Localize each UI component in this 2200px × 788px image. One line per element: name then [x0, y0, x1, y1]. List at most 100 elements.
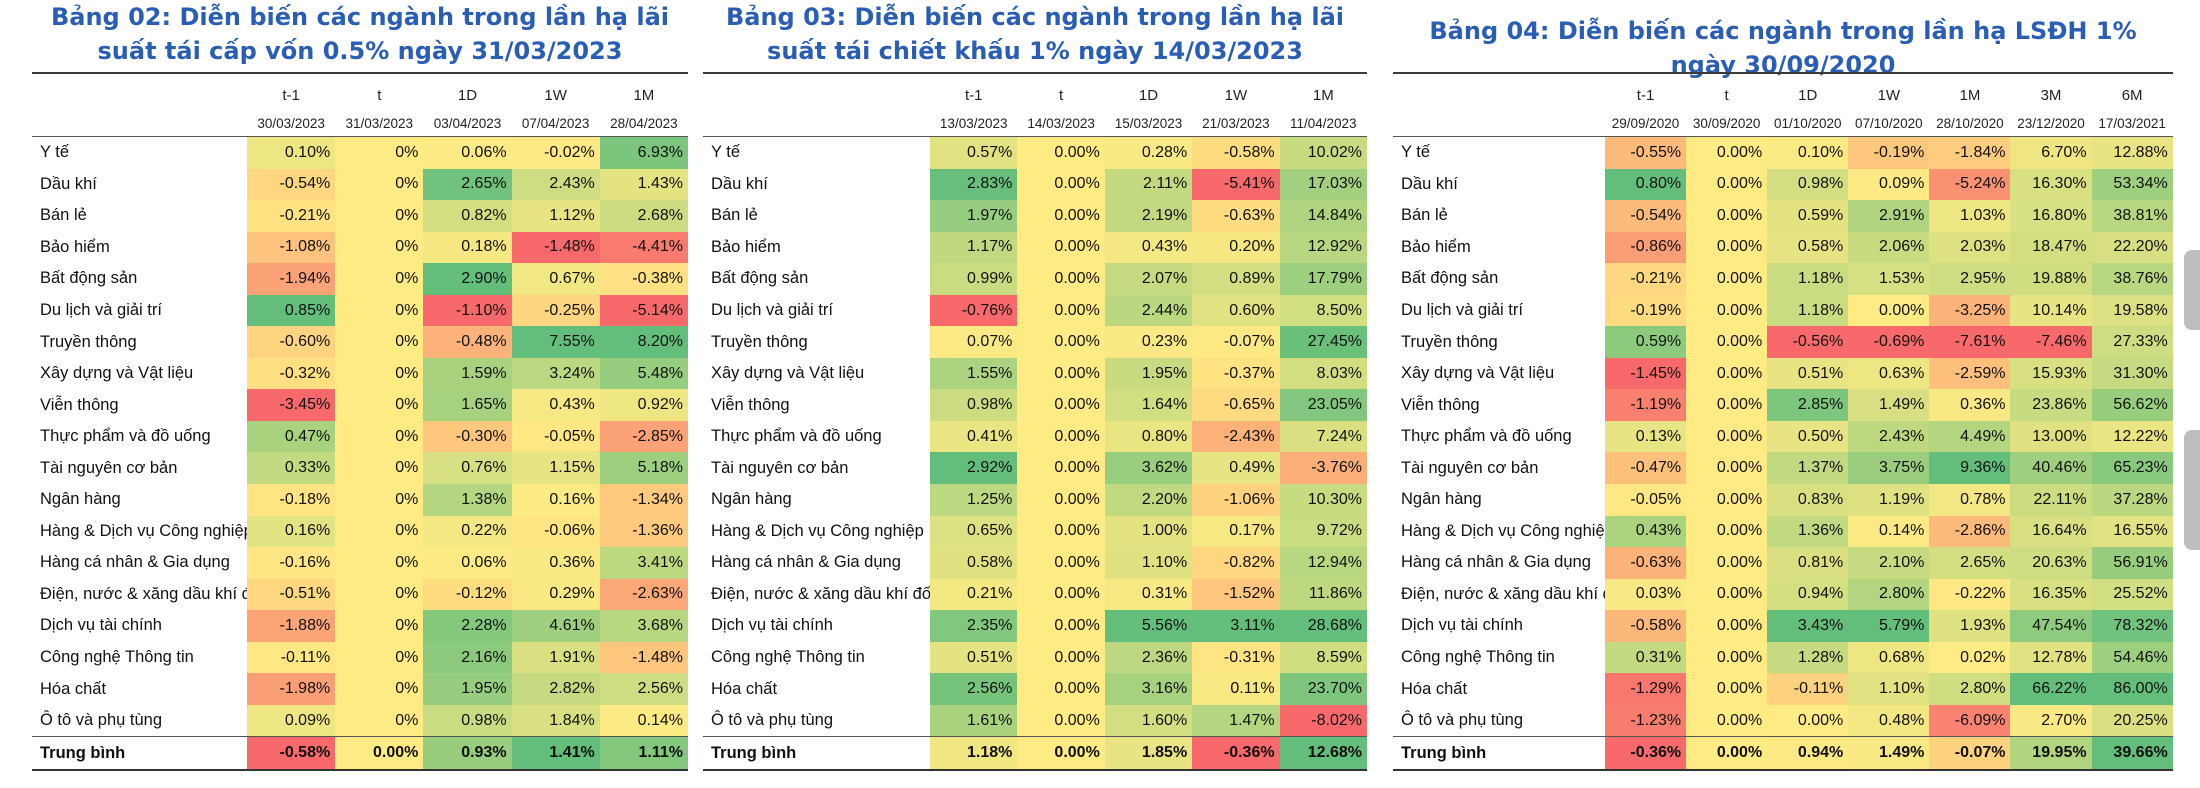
return-cell: -1.23% [1605, 704, 1687, 737]
table-row: Ngân hàng 1.25% 0.00% 2.20% -1.06% 10.30% [703, 484, 1367, 516]
return-cell: 0.00% [1686, 610, 1768, 642]
return-cell: 0.50% [1767, 420, 1849, 453]
return-cell: -0.56% [1767, 326, 1849, 358]
period-header: 1M [1959, 86, 1981, 104]
industry-label: Bảo hiểm [711, 237, 781, 256]
return-cell: 0% [335, 704, 424, 737]
return-cell: -0.12% [423, 578, 512, 611]
average-cell: 39.66% [2091, 736, 2173, 772]
average-cell: 1.11% [599, 736, 688, 772]
return-cell: 0% [335, 515, 424, 548]
return-cell: 1.95% [423, 673, 512, 705]
industry-label: Viễn thông [1401, 395, 1480, 414]
industry-performance-table: t-1 t 1D 1W 1M 13/03/2023 14/03/2023 15/03/2023… [703, 80, 1367, 772]
industry-label: Du lịch và giải trí [711, 301, 833, 319]
return-cell: 1.61% [930, 704, 1018, 737]
return-cell: 2.28% [423, 610, 512, 642]
industry-label: Ô tô và phụ tùng [711, 711, 834, 730]
average-cell: 0.00% [335, 736, 424, 772]
return-cell: 0.82% [423, 200, 512, 232]
return-cell: -0.54% [1605, 200, 1687, 232]
table-row: Hàng & Dịch vụ Công nghiệp 0.16% 0% 0.22% -0… [32, 515, 688, 548]
industry-label: Bán lẻ [711, 206, 758, 225]
date-header: 11/04/2023 [1279, 110, 1367, 137]
return-cell: 19.58% [2091, 294, 2173, 327]
return-cell: 0% [335, 610, 424, 642]
average-cell: 0.00% [1686, 736, 1768, 772]
table-row: Hàng cá nhân & Gia dụng -0.63% 0.00% 0.81% 2… [1393, 547, 2173, 579]
return-cell: 1.03% [1929, 200, 2011, 232]
return-cell: 0% [335, 294, 424, 327]
return-cell: 66.22% [2010, 673, 2092, 705]
return-cell: 0.31% [1104, 578, 1193, 611]
table-row: Ngân hàng -0.05% 0.00% 0.83% 1.19% 0.78% 22.11… [1393, 484, 2173, 516]
average-cell: -0.36% [1192, 736, 1280, 772]
return-cell: 0.06% [423, 136, 512, 169]
industry-label: Tài nguyên cơ bản [1401, 458, 1539, 477]
table-row: Công nghệ Thông tin 0.31% 0.00% 1.28% 0.68% 0… [1393, 641, 2173, 674]
return-cell: 10.14% [2010, 294, 2092, 327]
return-cell: -5.24% [1929, 168, 2011, 201]
date-header: 07/10/2020 [1848, 110, 1930, 137]
return-cell: 4.49% [1929, 420, 2011, 453]
return-cell: -2.59% [1929, 357, 2011, 390]
return-cell: 0.51% [1767, 357, 1849, 390]
return-cell: 2.56% [599, 673, 688, 705]
return-cell: 0.49% [1192, 452, 1280, 485]
return-cell: 0.43% [1104, 231, 1193, 264]
average-cell: 1.49% [1848, 736, 1930, 772]
return-cell: 0% [335, 484, 424, 516]
return-cell: 3.62% [1104, 452, 1193, 485]
return-cell: -1.29% [1605, 673, 1687, 705]
return-cell: 0.00% [1686, 673, 1768, 705]
header-corner [1393, 80, 1605, 110]
return-cell: -5.14% [599, 294, 688, 327]
date-header: 31/03/2023 [335, 110, 424, 137]
industry-label: Du lịch và giải trí [40, 301, 162, 319]
return-cell: 2.36% [1104, 641, 1193, 674]
period-header: t-1 [964, 86, 983, 104]
return-cell: 0.16% [247, 515, 336, 548]
return-cell: -0.82% [1192, 547, 1280, 579]
return-cell: -0.05% [1605, 484, 1687, 516]
return-cell: 13.00% [2010, 420, 2092, 453]
table-row: Y tế -0.55% 0.00% 0.10% -0.19% -1.84% 6.70% 12.… [1393, 136, 2173, 169]
return-cell: 1.84% [511, 704, 600, 737]
return-cell: 0.00% [1686, 578, 1768, 611]
return-cell: 2.35% [930, 610, 1018, 642]
industry-performance-table: t-1 t 1D 1W 1M 3M 6M 29/09/2020 30/09/2020 01/10/… [1393, 80, 2173, 772]
average-row: Trung bình -0.58% 0.00% 0.93% 1.41% 1.11% [32, 736, 688, 772]
return-cell: 31.30% [2091, 357, 2173, 390]
return-cell: 6.93% [599, 136, 688, 169]
return-cell: 6.70% [2010, 136, 2092, 169]
return-cell: 8.50% [1279, 294, 1367, 327]
return-cell: 0.41% [930, 420, 1018, 453]
industry-label: Hàng cá nhân & Gia dụng [711, 553, 901, 572]
table-row: Ô tô và phụ tùng -1.23% 0.00% 0.00% 0.48% -6.… [1393, 704, 2173, 737]
return-cell: 86.00% [2091, 673, 2173, 705]
table-row: Dịch vụ tài chính -1.88% 0% 2.28% 4.61% 3.68% [32, 610, 688, 642]
return-cell: -6.09% [1929, 704, 2011, 737]
return-cell: -3.76% [1279, 452, 1367, 485]
table-panel: Bảng 02: Diễn biến các ngành trong lần h… [32, 0, 688, 788]
return-cell: 0% [335, 136, 424, 169]
return-cell: 17.79% [1279, 263, 1367, 295]
table-row: Y tế 0.10% 0% 0.06% -0.02% 6.93% [32, 136, 688, 169]
return-cell: 0.00% [1848, 294, 1930, 327]
return-cell: 16.35% [2010, 578, 2092, 611]
return-cell: 1.64% [1104, 389, 1193, 421]
return-cell: 0.98% [423, 704, 512, 737]
table-row: Hóa chất -1.29% 0.00% -0.11% 1.10% 2.80% 66.22… [1393, 673, 2173, 705]
return-cell: -2.43% [1192, 420, 1280, 453]
return-cell: -0.02% [511, 136, 600, 169]
return-cell: 54.46% [2091, 641, 2173, 674]
return-cell: 2.65% [423, 168, 512, 201]
return-cell: 0.63% [1848, 357, 1930, 390]
industry-label: Thực phẩm và đồ uống [711, 427, 882, 446]
scroll-edge [2184, 430, 2200, 550]
return-cell: 8.59% [1279, 641, 1367, 674]
industry-label: Truyền thông [711, 332, 808, 351]
return-cell: 12.78% [2010, 641, 2092, 674]
return-cell: 2.85% [1767, 389, 1849, 421]
return-cell: 16.64% [2010, 515, 2092, 548]
